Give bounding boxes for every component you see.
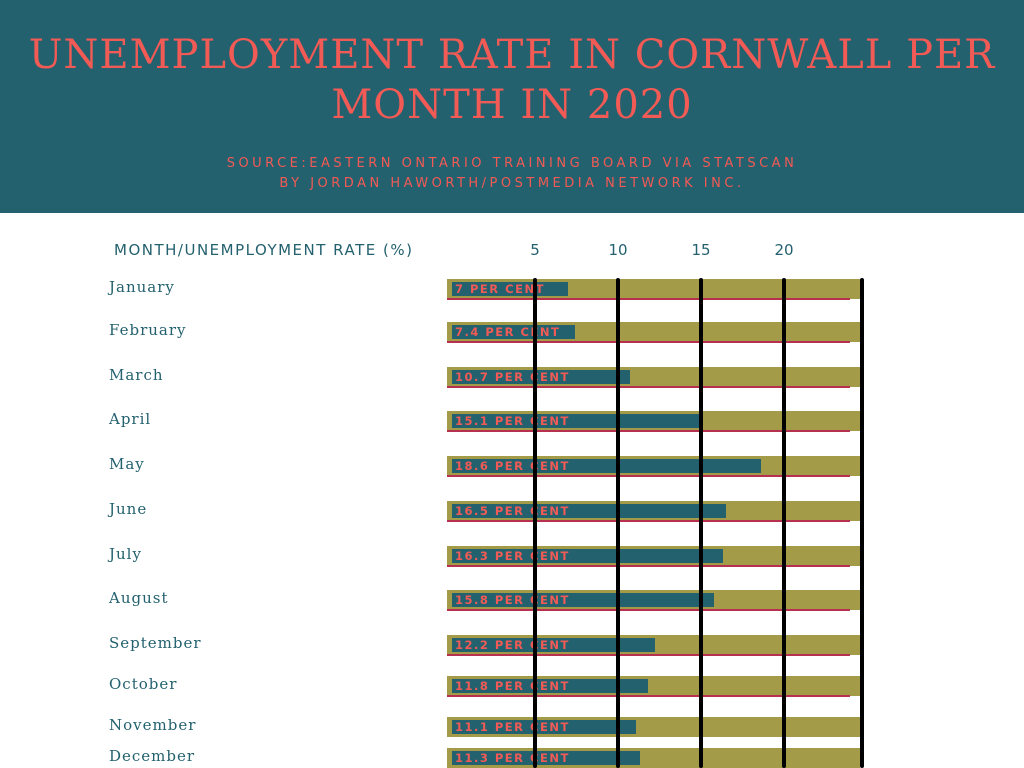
- bar: [452, 549, 723, 563]
- x-tick-label: 10: [608, 241, 628, 259]
- bar-underline: [447, 609, 850, 611]
- gridline: [616, 278, 620, 768]
- gridline: [782, 278, 786, 768]
- month-label: April: [109, 410, 152, 428]
- x-tick-label: 5: [530, 241, 540, 259]
- bar-row: 11.1 per cent: [447, 717, 860, 737]
- bar-row: 11.8 per cent: [447, 676, 860, 697]
- month-label: October: [109, 675, 178, 693]
- month-label: June: [109, 500, 148, 518]
- bar: [452, 638, 655, 652]
- bar-row: 16.3 per cent: [447, 546, 860, 567]
- bar-row: 15.1 per cent: [447, 411, 860, 432]
- x-tick-label: 15: [691, 241, 711, 259]
- x-axis-label: Month/Unemployment rate (%): [114, 241, 414, 259]
- bar: [452, 459, 761, 473]
- bar-underline: [447, 430, 850, 432]
- month-label: February: [109, 321, 187, 339]
- month-label: July: [109, 545, 142, 563]
- data-label: 7.4 per cent: [455, 325, 561, 339]
- data-label: 18.6 per cent: [455, 459, 570, 473]
- bar-row: 16.5 per cent: [447, 501, 860, 522]
- data-label: 11.3 per cent: [455, 751, 570, 765]
- bar-underline: [447, 298, 850, 300]
- bar: [452, 370, 630, 384]
- bar-underline: [447, 695, 850, 697]
- month-label: March: [109, 366, 164, 384]
- month-label: May: [109, 455, 145, 473]
- bar: [452, 325, 575, 339]
- x-tick-label: 20: [774, 241, 794, 259]
- data-label: 12.2 per cent: [455, 638, 570, 652]
- bar-underline: [447, 341, 850, 343]
- month-label: December: [109, 747, 196, 765]
- month-label: September: [109, 634, 202, 652]
- bar-row: 18.6 per cent: [447, 456, 860, 477]
- bar-row: 10.7 per cent: [447, 367, 860, 388]
- data-label: 10.7 per cent: [455, 370, 570, 384]
- header-banner: Unemployment rate in Cornwall per month …: [0, 0, 1024, 213]
- bar: [452, 593, 715, 607]
- bar-underline: [447, 654, 850, 656]
- bar-row: 11.3 per cent: [447, 748, 860, 768]
- bar-underline: [447, 520, 850, 522]
- bar: [452, 679, 648, 693]
- source-line: Source:Eastern Ontario Training Board vi…: [226, 156, 798, 171]
- gridline: [699, 278, 703, 768]
- data-label: 11.8 per cent: [455, 679, 570, 693]
- data-label: 15.1 per cent: [455, 414, 570, 428]
- month-label: January: [109, 278, 175, 296]
- bar: [452, 720, 637, 734]
- bar-row: 7.4 per cent: [447, 322, 860, 343]
- month-label: November: [109, 716, 197, 734]
- data-label: 16.5 per cent: [455, 504, 570, 518]
- gridline: [533, 278, 537, 768]
- data-label: 7 per cent: [455, 282, 545, 296]
- bar: [452, 282, 569, 296]
- bar: [452, 414, 703, 428]
- gridline: [860, 278, 864, 768]
- byline: By Jordan Haworth/Postmedia Network Inc.: [279, 176, 745, 191]
- data-label: 16.3 per cent: [455, 549, 570, 563]
- data-label: 15.8 per cent: [455, 593, 570, 607]
- bar: [452, 751, 640, 765]
- bar-underline: [447, 475, 850, 477]
- bar-underline: [447, 565, 850, 567]
- bar: [452, 504, 726, 518]
- bar-row: 15.8 per cent: [447, 590, 860, 611]
- bar-row: 7 per cent: [447, 279, 860, 300]
- chart-title: Unemployment rate in Cornwall per month …: [28, 32, 996, 128]
- data-label: 11.1 per cent: [455, 720, 570, 734]
- bar-row: 12.2 per cent: [447, 635, 860, 656]
- month-label: August: [109, 589, 169, 607]
- bar-underline: [447, 386, 850, 388]
